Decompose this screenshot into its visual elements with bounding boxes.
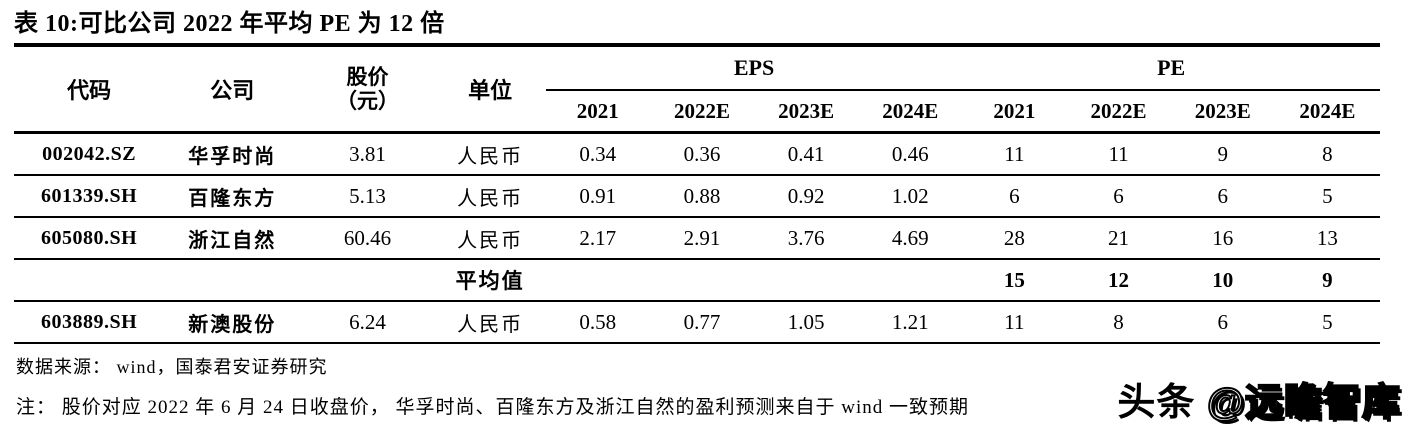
col-header-eps-2022e: 2022E xyxy=(649,90,755,134)
table-row-huafu: 002042.SZ 华孚时尚 3.81 人民币 0.34 0.36 0.41 0… xyxy=(14,132,1380,176)
cell-average-label: 平均值 xyxy=(434,259,546,302)
col-header-code: 代码 xyxy=(14,45,165,134)
cell-empty xyxy=(754,259,859,302)
cell-pe-2024e: 5 xyxy=(1274,175,1380,218)
col-header-unit: 单位 xyxy=(434,45,546,134)
cell-price: 60.46 xyxy=(300,217,435,260)
cell-eps-2022e: 0.77 xyxy=(649,301,755,344)
cell-company: 百隆东方 xyxy=(164,175,301,218)
table-row-xinao: 603889.SH 新澳股份 6.24 人民币 0.58 0.77 1.05 1… xyxy=(14,301,1380,344)
cell-pe-2021: 11 xyxy=(962,301,1067,344)
cell-pe-2023e: 9 xyxy=(1170,132,1275,176)
cell-eps-2024e: 4.69 xyxy=(858,217,963,260)
cell-eps-2023e: 1.05 xyxy=(754,301,859,344)
watermark-prefix: 头条 xyxy=(1117,382,1207,424)
col-header-price-line2: （元） xyxy=(335,89,399,113)
cell-eps-2021: 0.91 xyxy=(545,175,650,218)
footnote-line: 注： 股价对应 2022 年 6 月 24 日收盘价， 华孚时尚、百隆东方及浙江… xyxy=(16,397,970,418)
cell-empty xyxy=(649,259,755,302)
cell-pe-2024e: 5 xyxy=(1274,301,1380,344)
watermark-handle: @远瞻智库 xyxy=(1206,381,1401,425)
table-row-zhejiang: 605080.SH 浙江自然 60.46 人民币 2.17 2.91 3.76 … xyxy=(14,217,1380,260)
col-header-price-line1: 股价 xyxy=(346,64,389,89)
col-header-eps-2023e: 2023E xyxy=(754,90,859,134)
cell-eps-2024e: 0.46 xyxy=(858,132,963,176)
col-header-company: 公司 xyxy=(164,45,301,134)
data-source-line: 数据来源： wind，国泰君安证券研究 xyxy=(16,357,328,377)
cell-empty xyxy=(14,259,165,302)
cell-pe-2022e: 6 xyxy=(1066,175,1171,218)
cell-pe-2024e: 13 xyxy=(1274,217,1380,260)
cell-unit: 人民币 xyxy=(434,217,546,260)
cell-pe-2024e: 8 xyxy=(1274,132,1380,176)
table-row-average: 平均值 15 12 10 9 xyxy=(14,259,1380,302)
col-header-eps-2021: 2021 xyxy=(545,90,650,134)
cell-code: 002042.SZ xyxy=(14,132,165,176)
cell-eps-2024e: 1.21 xyxy=(858,301,963,344)
cell-avg-pe-2022e: 12 xyxy=(1066,259,1171,302)
cell-pe-2022e: 11 xyxy=(1066,132,1171,176)
header-group-row: 代码 公司 股价 （元） 单位 EPS PE xyxy=(14,45,1380,134)
cell-code: 603889.SH xyxy=(14,301,165,344)
cell-pe-2023e: 6 xyxy=(1170,175,1275,218)
cell-eps-2022e: 0.88 xyxy=(649,175,755,218)
watermark: 头条 @远瞻智库 xyxy=(1113,371,1401,426)
cell-avg-pe-2021: 15 xyxy=(962,259,1067,302)
col-header-pe-2021: 2021 xyxy=(962,90,1067,134)
col-header-pe-2023e: 2023E xyxy=(1170,90,1275,134)
cell-price: 6.24 xyxy=(300,301,435,344)
cell-eps-2023e: 0.41 xyxy=(754,132,859,176)
cell-unit: 人民币 xyxy=(434,132,546,176)
cell-company: 华孚时尚 xyxy=(164,132,301,176)
cell-pe-2023e: 16 xyxy=(1170,217,1275,260)
cell-empty xyxy=(300,259,435,302)
col-header-price: 股价 （元） xyxy=(300,45,435,134)
cell-pe-2021: 6 xyxy=(962,175,1067,218)
cell-price: 3.81 xyxy=(300,132,435,176)
cell-eps-2021: 2.17 xyxy=(545,217,650,260)
cell-eps-2024e: 1.02 xyxy=(858,175,963,218)
table-row-bailong: 601339.SH 百隆东方 5.13 人民币 0.91 0.88 0.92 1… xyxy=(14,175,1380,218)
cell-pe-2022e: 21 xyxy=(1066,217,1171,260)
cell-eps-2022e: 2.91 xyxy=(649,217,755,260)
col-header-pe-2024e: 2024E xyxy=(1274,90,1380,134)
cell-unit: 人民币 xyxy=(434,175,546,218)
cell-pe-2021: 11 xyxy=(962,132,1067,176)
cell-pe-2021: 28 xyxy=(962,217,1067,260)
cell-code: 605080.SH xyxy=(14,217,165,260)
cell-avg-pe-2023e: 10 xyxy=(1170,259,1275,302)
cell-empty xyxy=(164,259,301,302)
cell-code: 601339.SH xyxy=(14,175,165,218)
cell-price: 5.13 xyxy=(300,175,435,218)
cell-company: 新澳股份 xyxy=(164,301,301,344)
comparable-companies-table: 代码 公司 股价 （元） 单位 EPS PE 2021 2022E 2023E … xyxy=(14,43,1380,344)
cell-unit: 人民币 xyxy=(434,301,546,344)
cell-pe-2022e: 8 xyxy=(1066,301,1171,344)
header-years-row: 2021 2022E 2023E 2024E 2021 2022E 2023E … xyxy=(14,90,1380,134)
table-title: 表 10:可比公司 2022 年平均 PE 为 12 倍 xyxy=(14,11,445,37)
col-group-eps: EPS xyxy=(545,45,963,91)
cell-empty xyxy=(858,259,963,302)
cell-eps-2021: 0.58 xyxy=(545,301,650,344)
cell-eps-2021: 0.34 xyxy=(545,132,650,176)
cell-eps-2023e: 3.76 xyxy=(754,217,859,260)
col-header-eps-2024e: 2024E xyxy=(858,90,963,134)
cell-pe-2023e: 6 xyxy=(1170,301,1275,344)
col-group-pe: PE xyxy=(962,45,1380,91)
col-header-pe-2022e: 2022E xyxy=(1066,90,1171,134)
cell-avg-pe-2024e: 9 xyxy=(1274,259,1380,302)
cell-company: 浙江自然 xyxy=(164,217,301,260)
cell-empty xyxy=(545,259,650,302)
cell-eps-2023e: 0.92 xyxy=(754,175,859,218)
cell-eps-2022e: 0.36 xyxy=(649,132,755,176)
